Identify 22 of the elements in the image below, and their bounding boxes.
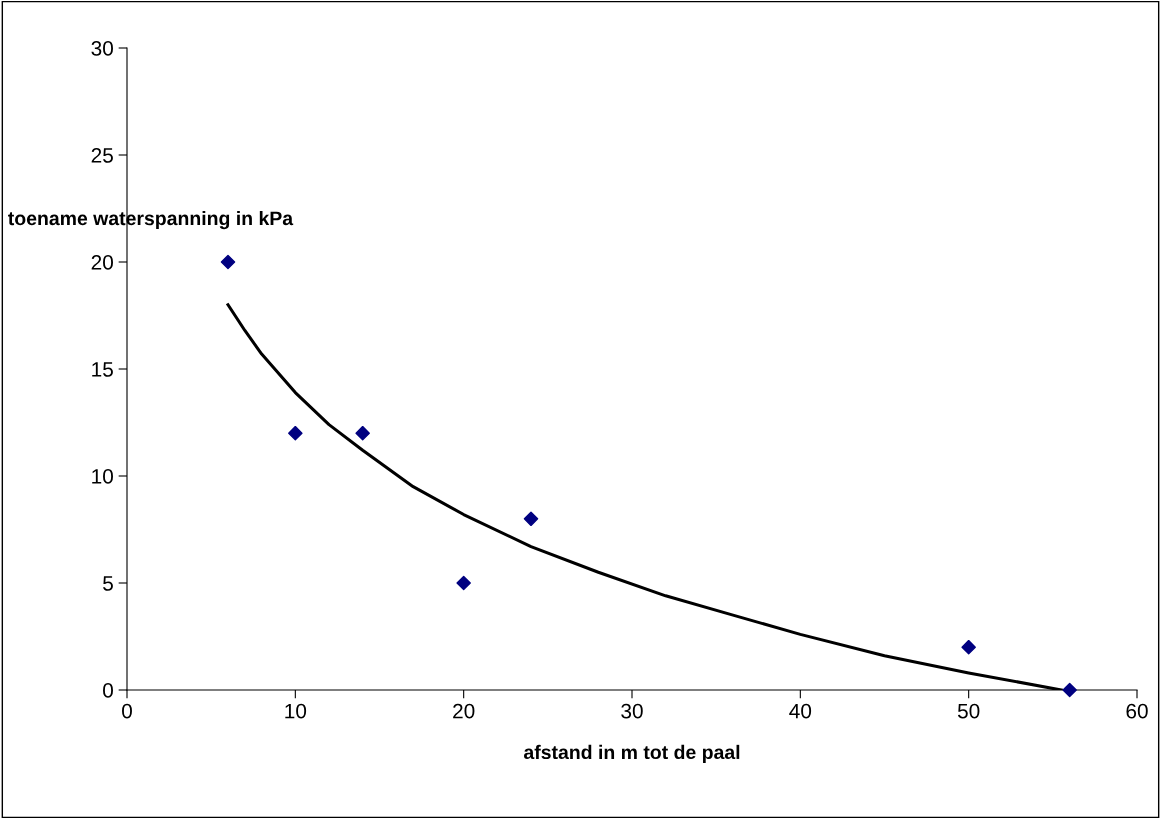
x-tick-label: 20	[453, 703, 475, 719]
point	[456, 575, 471, 591]
x-tick-label: 40	[789, 703, 812, 719]
point	[355, 425, 370, 441]
x-tick-label: 60	[1126, 703, 1148, 719]
x-tick-label: 50	[957, 703, 980, 719]
point	[961, 639, 976, 655]
y-tick-label: 10	[92, 469, 113, 484]
point	[288, 425, 303, 441]
point	[523, 511, 539, 527]
point	[220, 254, 236, 270]
y-tick-label: 25	[91, 148, 113, 163]
x-tick-label: 0	[122, 703, 132, 719]
y-tick-label: 30	[91, 41, 113, 56]
y-tick-label: 15	[92, 362, 113, 377]
point	[1062, 682, 1077, 698]
y-tick-label: 5	[103, 576, 113, 591]
x-tick-label: 30	[621, 703, 643, 719]
y-tick-label: 0	[103, 683, 113, 698]
x-tick-label: 10	[285, 703, 307, 719]
x-axis-title: afstand in m tot de paal	[524, 744, 740, 763]
y-tick-label: 20	[91, 255, 113, 270]
